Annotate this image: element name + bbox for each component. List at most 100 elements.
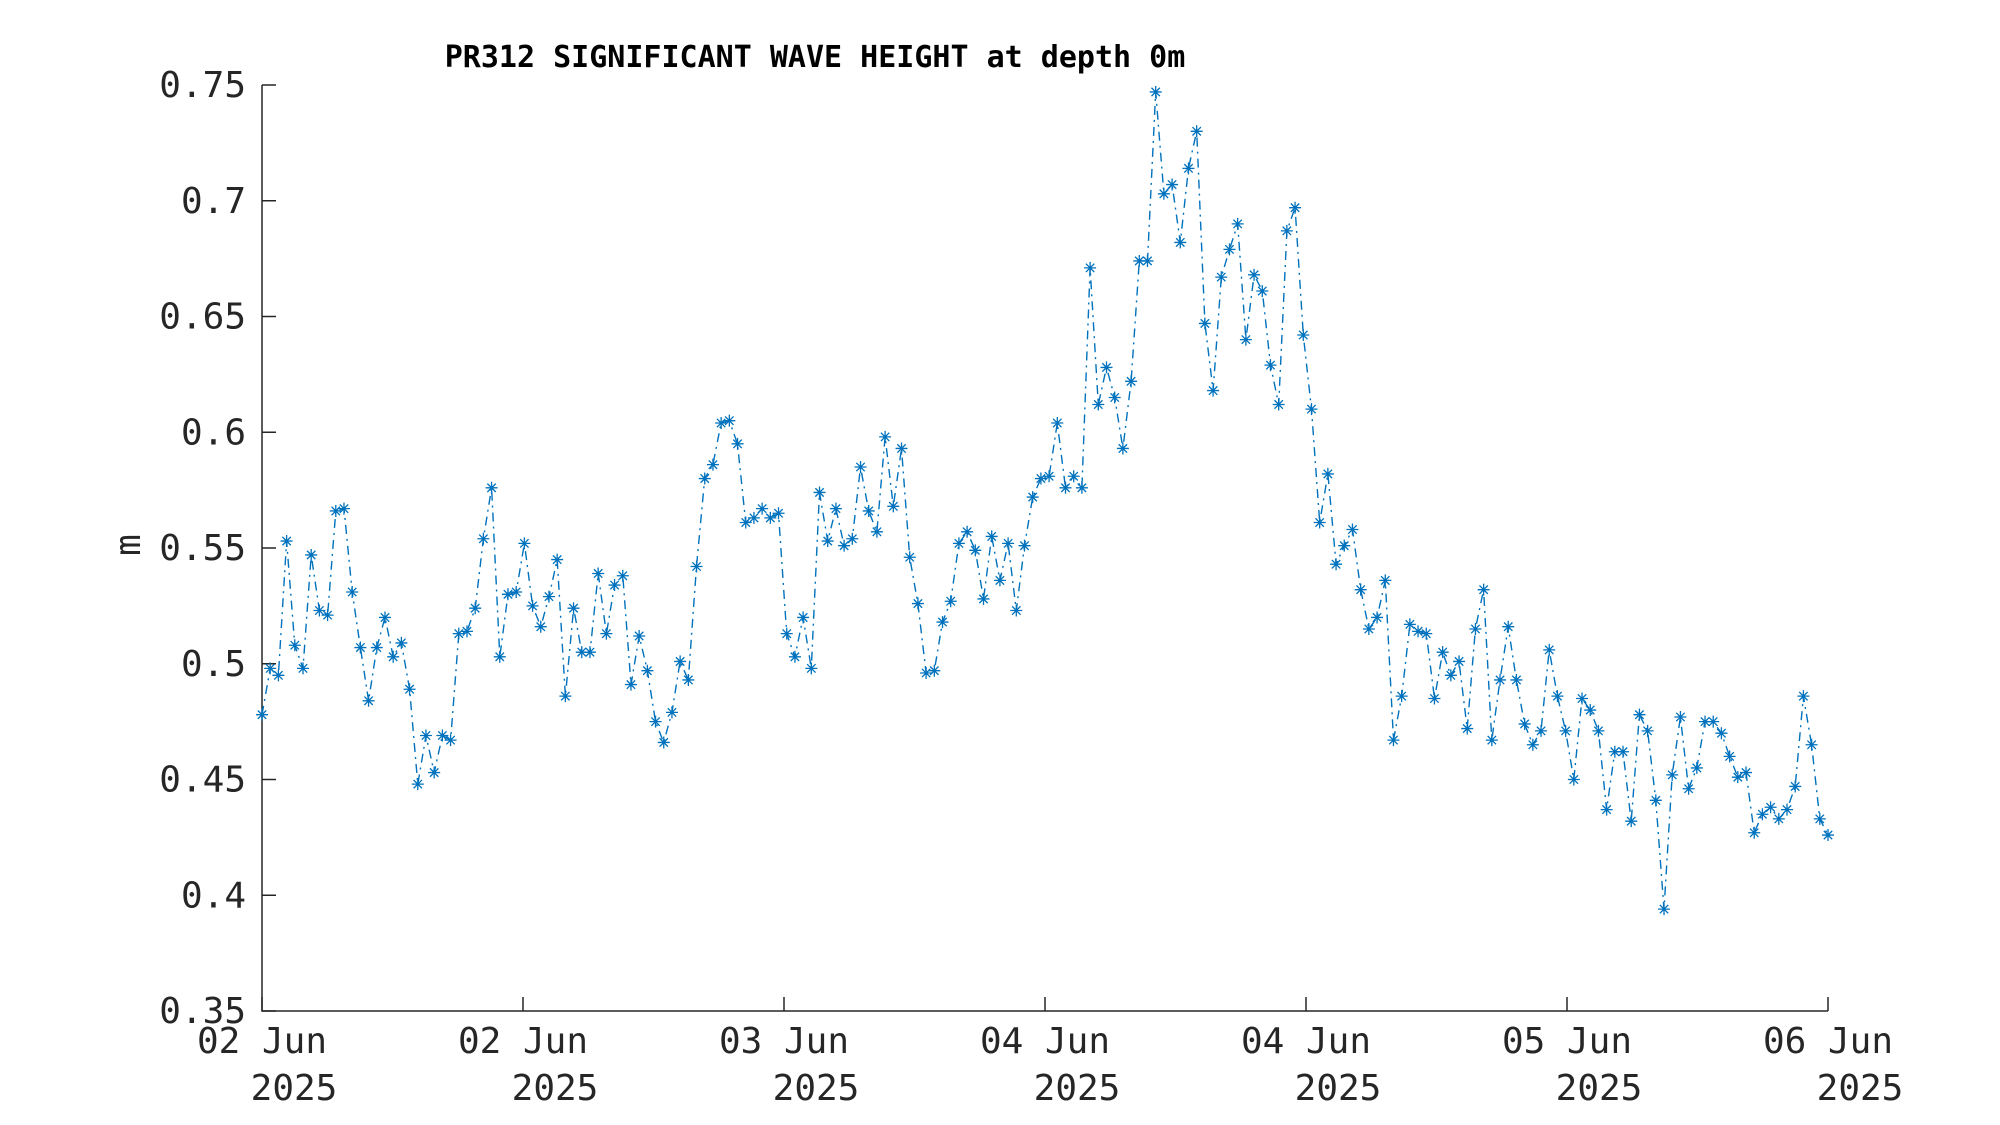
data-point — [1748, 826, 1761, 839]
data-point — [1649, 794, 1662, 807]
data-point — [460, 625, 473, 638]
x-tick-label: 05 Jun — [1502, 1021, 1632, 1062]
data-point — [1731, 771, 1744, 784]
data-point — [952, 537, 965, 550]
data-point — [1674, 710, 1687, 723]
y-tick-label: 0.35 — [159, 991, 246, 1032]
data-point — [419, 729, 432, 742]
data-point — [1567, 773, 1580, 786]
data-point — [395, 636, 408, 649]
data-point — [1272, 398, 1285, 411]
data-point — [1723, 750, 1736, 763]
data-point — [1067, 470, 1080, 483]
data-point — [1248, 268, 1261, 281]
data-point — [879, 430, 892, 443]
data-point — [551, 553, 564, 566]
data-point — [321, 609, 334, 622]
x-tick-label: 02 Jun — [458, 1021, 588, 1062]
data-point — [1412, 625, 1425, 638]
data-point — [1182, 162, 1195, 175]
data-point — [1559, 724, 1572, 737]
data-point — [485, 481, 498, 494]
data-point — [788, 650, 801, 663]
data-point — [518, 537, 531, 550]
data-point — [1034, 472, 1047, 485]
data-point — [731, 437, 744, 450]
data-point — [1256, 285, 1269, 298]
data-point — [1108, 391, 1121, 404]
data-point — [428, 766, 441, 779]
data-point — [305, 548, 318, 561]
data-point — [1526, 738, 1539, 751]
data-point — [1789, 780, 1802, 793]
data-point — [362, 694, 375, 707]
y-tick-label: 0.75 — [159, 65, 246, 106]
data-point — [337, 502, 350, 515]
data-point — [534, 620, 547, 633]
data-point — [1043, 470, 1056, 483]
data-point — [1576, 692, 1589, 705]
data-point — [969, 544, 982, 557]
data-point — [1174, 236, 1187, 249]
data-point — [1756, 808, 1769, 821]
data-point — [1321, 467, 1334, 480]
data-point — [1420, 627, 1433, 640]
y-tick-label: 0.6 — [181, 412, 246, 453]
data-point — [1100, 361, 1113, 374]
data-point — [1797, 690, 1810, 703]
data-point — [1469, 623, 1482, 636]
data-point — [756, 502, 769, 515]
data-point — [1026, 491, 1039, 504]
data-point — [993, 574, 1006, 587]
data-point — [1485, 734, 1498, 747]
y-tick-label: 0.45 — [159, 760, 246, 801]
series-line — [261, 91, 1829, 910]
data-point — [329, 504, 342, 517]
data-point — [674, 655, 687, 668]
data-point — [838, 539, 851, 552]
axes-frame — [261, 85, 1828, 1012]
data-point — [665, 706, 678, 719]
data-point — [1764, 801, 1777, 814]
x-tick-label-year: 2025 — [1556, 1068, 1643, 1109]
data-point — [1190, 125, 1203, 138]
y-axis-label: m — [108, 534, 149, 556]
data-point — [1149, 85, 1162, 98]
data-point — [256, 708, 268, 721]
data-point — [813, 486, 826, 499]
data-point — [477, 532, 490, 545]
data-point — [780, 627, 793, 640]
data-point — [1813, 812, 1826, 825]
data-point — [403, 683, 416, 696]
data-point — [1453, 655, 1466, 668]
data-point — [911, 597, 924, 610]
data-point — [1371, 611, 1384, 624]
data-point — [1198, 317, 1211, 330]
data-point — [1239, 333, 1252, 346]
data-point — [1166, 178, 1179, 191]
data-point — [1494, 673, 1507, 686]
data-point — [1264, 359, 1277, 372]
data-point — [1543, 643, 1556, 656]
x-tick-label: 04 Jun — [980, 1021, 1110, 1062]
data-point — [1387, 734, 1400, 747]
x-tick-label-year: 2025 — [1034, 1068, 1121, 1109]
data-point — [1338, 539, 1351, 552]
data-point — [870, 525, 883, 538]
data-point — [1010, 604, 1023, 617]
x-tick-label-year: 2025 — [1817, 1068, 1904, 1109]
y-tick-label: 0.65 — [159, 297, 246, 338]
x-tick-label-year: 2025 — [512, 1068, 599, 1109]
data-point — [641, 664, 654, 677]
data-point — [1584, 704, 1597, 717]
data-point — [1772, 812, 1785, 825]
data-point — [1690, 761, 1703, 774]
data-point — [370, 641, 383, 654]
data-point — [928, 664, 941, 677]
data-point — [936, 616, 949, 629]
data-point — [346, 585, 359, 598]
data-point — [1403, 618, 1416, 631]
data-point — [1625, 815, 1638, 828]
data-point — [821, 535, 834, 548]
data-point — [1002, 537, 1015, 550]
